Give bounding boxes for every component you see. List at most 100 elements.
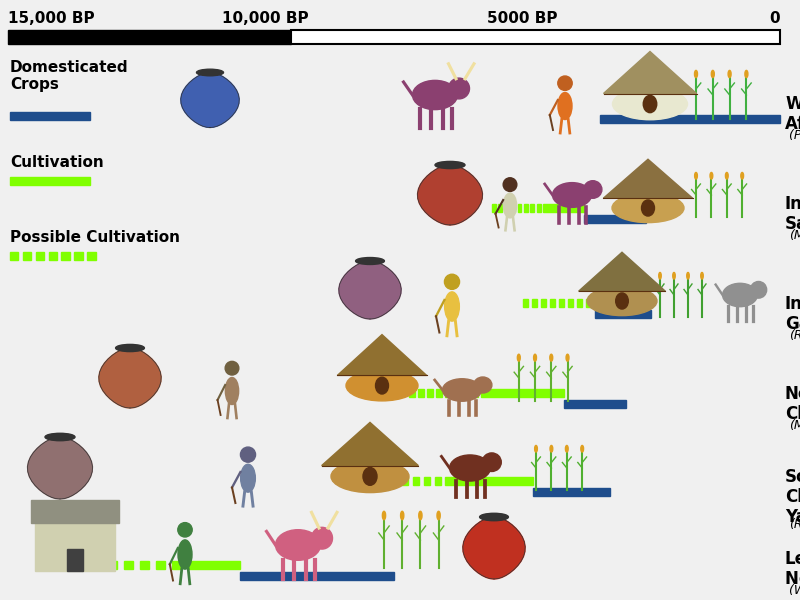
Ellipse shape: [584, 181, 602, 198]
Text: (Rice): (Rice): [789, 329, 800, 342]
Bar: [492, 204, 495, 212]
Ellipse shape: [612, 193, 684, 223]
Bar: [446, 389, 450, 397]
Polygon shape: [181, 73, 239, 127]
Bar: [108, 561, 117, 569]
Ellipse shape: [474, 377, 492, 393]
Ellipse shape: [566, 354, 569, 361]
Bar: [543, 204, 585, 212]
Bar: [530, 204, 534, 212]
Ellipse shape: [241, 464, 255, 492]
Ellipse shape: [480, 513, 509, 521]
Bar: [124, 561, 133, 569]
Ellipse shape: [722, 283, 758, 307]
Bar: [437, 389, 442, 397]
Text: South
China
Yangtze: South China Yangtze: [785, 468, 800, 526]
Ellipse shape: [613, 88, 687, 120]
Bar: [140, 561, 150, 569]
Ellipse shape: [726, 172, 728, 179]
Bar: [522, 299, 528, 307]
Polygon shape: [603, 159, 693, 198]
Bar: [10, 112, 90, 120]
Bar: [585, 215, 646, 223]
Text: Domesticated
Crops: Domesticated Crops: [10, 60, 129, 92]
Ellipse shape: [197, 69, 223, 76]
Text: 10,000 BP: 10,000 BP: [222, 11, 309, 26]
Bar: [446, 477, 533, 485]
Ellipse shape: [694, 172, 698, 179]
Bar: [390, 477, 397, 485]
Bar: [532, 299, 537, 307]
Bar: [434, 477, 441, 485]
Ellipse shape: [346, 370, 418, 401]
Ellipse shape: [449, 78, 470, 99]
Polygon shape: [31, 500, 119, 523]
Bar: [380, 477, 386, 485]
Text: (Millets): (Millets): [789, 419, 800, 432]
Bar: [49, 252, 57, 260]
Text: Possible Cultivation: Possible Cultivation: [10, 230, 180, 245]
Ellipse shape: [418, 511, 422, 520]
Ellipse shape: [750, 281, 766, 298]
Bar: [463, 389, 469, 397]
Circle shape: [225, 361, 239, 375]
Bar: [35, 523, 115, 571]
Ellipse shape: [553, 182, 591, 208]
Ellipse shape: [642, 200, 654, 216]
Ellipse shape: [658, 272, 662, 279]
Bar: [427, 389, 433, 397]
Circle shape: [503, 178, 517, 191]
Bar: [410, 389, 414, 397]
Bar: [418, 389, 424, 397]
Polygon shape: [322, 422, 418, 466]
Bar: [74, 252, 82, 260]
Bar: [369, 477, 375, 485]
Bar: [413, 477, 419, 485]
Bar: [558, 299, 564, 307]
Ellipse shape: [587, 286, 657, 316]
Bar: [505, 204, 508, 212]
Ellipse shape: [311, 527, 333, 549]
Circle shape: [241, 447, 255, 462]
Ellipse shape: [550, 354, 553, 361]
Ellipse shape: [435, 161, 465, 169]
Ellipse shape: [518, 354, 520, 361]
Polygon shape: [463, 517, 525, 579]
Bar: [524, 204, 528, 212]
Ellipse shape: [401, 511, 404, 520]
Text: (Pearl millet): (Pearl millet): [789, 129, 800, 142]
Circle shape: [178, 523, 192, 537]
Text: 0: 0: [770, 11, 780, 26]
Polygon shape: [27, 437, 93, 499]
Bar: [240, 572, 394, 580]
Bar: [92, 561, 101, 569]
Circle shape: [445, 274, 459, 289]
Text: (Millets): (Millets): [789, 229, 800, 242]
Text: Levant
Near East: Levant Near East: [785, 550, 800, 588]
Ellipse shape: [331, 460, 409, 493]
Text: 5000 BP: 5000 BP: [487, 11, 558, 26]
Bar: [537, 204, 541, 212]
Bar: [498, 204, 502, 212]
Polygon shape: [339, 261, 401, 319]
Bar: [172, 561, 182, 569]
Ellipse shape: [45, 433, 75, 441]
Bar: [594, 310, 651, 318]
Bar: [482, 389, 564, 397]
Ellipse shape: [745, 70, 748, 77]
Bar: [454, 389, 460, 397]
Ellipse shape: [450, 455, 490, 481]
Bar: [156, 561, 166, 569]
Text: (Wheat & Barley): (Wheat & Barley): [789, 584, 800, 597]
Ellipse shape: [643, 95, 657, 113]
Bar: [577, 299, 582, 307]
Ellipse shape: [534, 354, 537, 361]
Bar: [564, 400, 626, 408]
Ellipse shape: [226, 377, 238, 404]
Bar: [358, 477, 364, 485]
Circle shape: [558, 76, 572, 91]
Bar: [291, 30, 780, 44]
Polygon shape: [603, 52, 697, 94]
Text: 15,000 BP: 15,000 BP: [8, 11, 94, 26]
Bar: [10, 252, 18, 260]
